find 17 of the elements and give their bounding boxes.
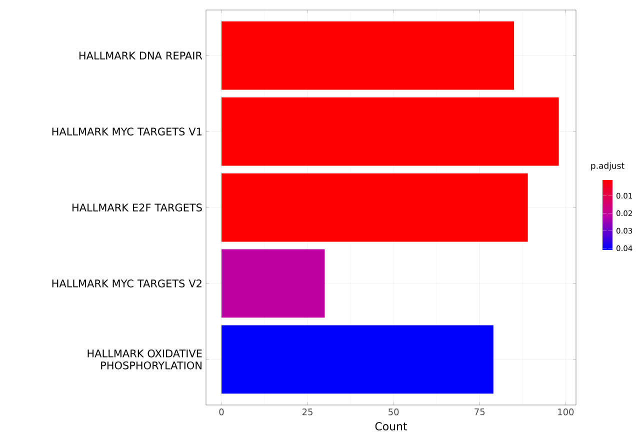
bar bbox=[221, 173, 528, 242]
x-tick-label: 50 bbox=[388, 408, 399, 416]
x-tick-label: 75 bbox=[474, 408, 485, 416]
x-tick-label: 0 bbox=[219, 408, 224, 416]
bar bbox=[221, 325, 494, 394]
y-tick-label: HALLMARK OXIDATIVE PHOSPHORYLATION bbox=[88, 349, 202, 370]
y-tick-label: HALLMARK DNA REPAIR bbox=[79, 52, 202, 60]
x-tick-label: 100 bbox=[558, 408, 574, 416]
y-tick-label: HALLMARK E2F TARGETS bbox=[72, 204, 202, 212]
bar bbox=[221, 97, 559, 166]
x-axis-title: Count bbox=[375, 422, 408, 430]
bar bbox=[221, 249, 325, 318]
x-tick-label: 25 bbox=[302, 408, 312, 416]
y-tick-label: HALLMARK MYC TARGETS V2 bbox=[52, 280, 202, 288]
color-bar-title: p.adjust bbox=[591, 162, 624, 171]
bar bbox=[221, 21, 514, 90]
y-tick-label: HALLMARK MYC TARGETS V1 bbox=[52, 128, 202, 136]
